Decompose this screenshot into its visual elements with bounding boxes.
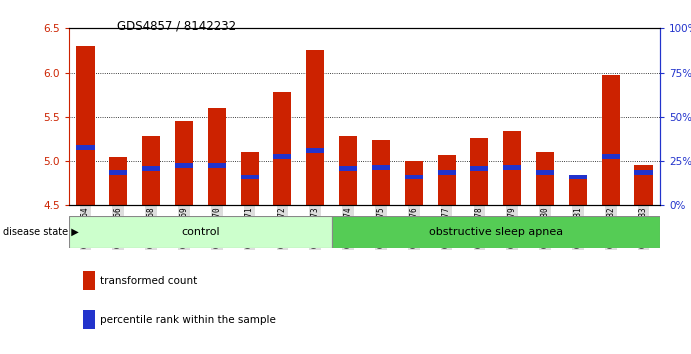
- Bar: [240, 152, 258, 205]
- Bar: [503, 131, 521, 205]
- Bar: [471, 166, 489, 171]
- Bar: [503, 165, 521, 170]
- Bar: [109, 157, 127, 205]
- Bar: [569, 177, 587, 205]
- Bar: [77, 46, 95, 205]
- Bar: [175, 121, 193, 205]
- Bar: [175, 163, 193, 168]
- Bar: [437, 170, 455, 175]
- Bar: [306, 148, 324, 153]
- Bar: [339, 166, 357, 171]
- Bar: [142, 136, 160, 205]
- Bar: [634, 166, 652, 205]
- Text: obstructive sleep apnea: obstructive sleep apnea: [428, 227, 563, 237]
- Bar: [536, 152, 554, 205]
- Bar: [69, 216, 332, 248]
- Bar: [536, 170, 554, 175]
- Bar: [306, 50, 324, 205]
- Bar: [602, 75, 620, 205]
- Bar: [240, 175, 258, 179]
- Bar: [372, 165, 390, 170]
- Bar: [208, 108, 226, 205]
- Bar: [332, 216, 660, 248]
- Bar: [274, 92, 292, 205]
- Bar: [602, 154, 620, 159]
- Text: control: control: [181, 227, 220, 237]
- Text: GDS4857 / 8142232: GDS4857 / 8142232: [117, 19, 236, 33]
- Bar: [208, 163, 226, 168]
- Text: transformed count: transformed count: [100, 276, 198, 286]
- Bar: [569, 175, 587, 179]
- Bar: [405, 175, 423, 179]
- Bar: [372, 140, 390, 205]
- Bar: [437, 155, 455, 205]
- Bar: [634, 170, 652, 175]
- Text: disease state ▶: disease state ▶: [3, 227, 79, 237]
- Bar: [405, 161, 423, 205]
- Bar: [471, 138, 489, 205]
- Bar: [339, 136, 357, 205]
- Bar: [109, 170, 127, 175]
- Bar: [274, 154, 292, 159]
- Text: percentile rank within the sample: percentile rank within the sample: [100, 315, 276, 325]
- Bar: [77, 145, 95, 150]
- Bar: [142, 166, 160, 171]
